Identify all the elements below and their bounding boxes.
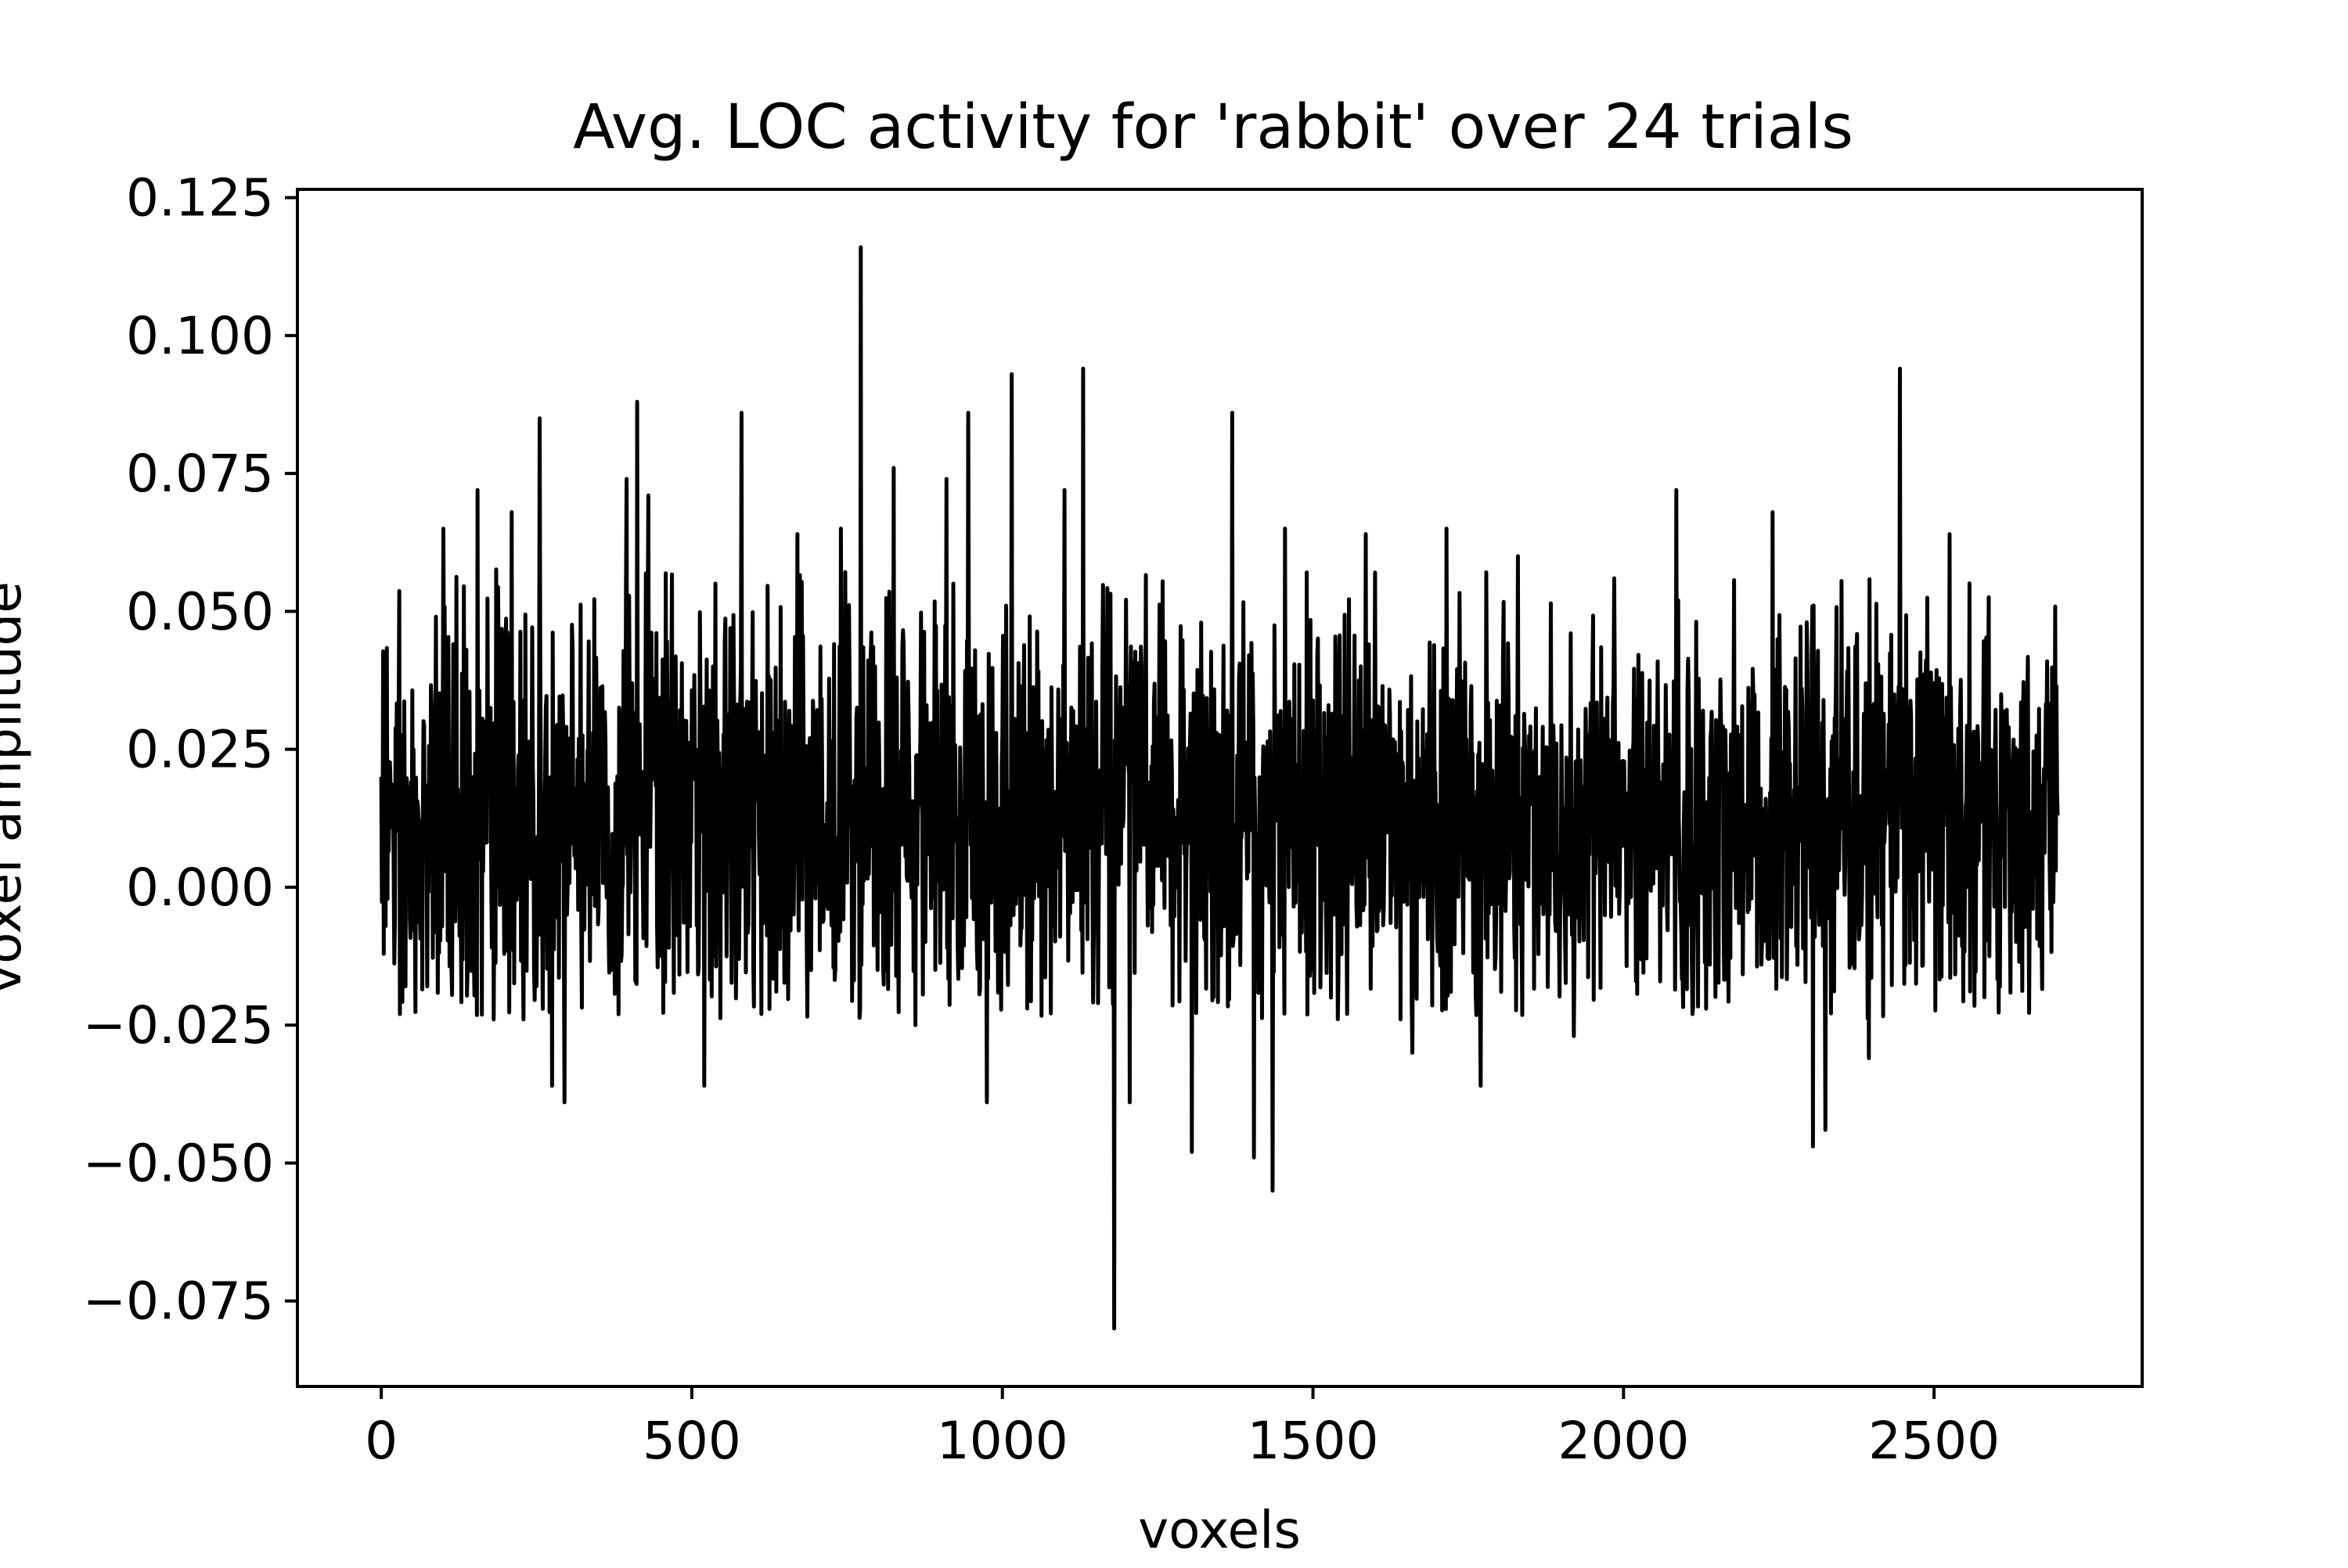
x-tick-label: 2500 [1868,1411,2000,1471]
y-tick-label: 0.100 [126,306,274,366]
plot-frame [296,188,2144,1388]
x-axis-label: voxels [1138,1500,1301,1560]
series-line [379,245,2060,1331]
y-tick-label: −0.025 [83,995,274,1056]
x-tick-label: 1500 [1248,1411,1379,1471]
y-tick-label: 0.125 [126,168,274,228]
x-tick-label: 500 [643,1411,741,1471]
y-tick-label: −0.050 [83,1133,274,1193]
y-tick-label: 0.000 [126,858,274,918]
x-tick-label: 2000 [1558,1411,1689,1471]
y-tick-label: 0.075 [126,444,274,504]
y-tick-label: 0.050 [126,581,274,642]
x-axis: 0 500 1000 1500 2000 2500 [365,1386,2000,1471]
y-axis: −0.075 −0.050 −0.025 0.000 0.025 0.050 0.075 0.… [83,168,297,1332]
x-tick-label: 1000 [937,1411,1068,1471]
y-axis-label: voxel amplitude [0,581,33,994]
chart-title: Avg. LOC activity for 'rabbit' over 24 t… [573,92,1853,163]
y-tick-label: 0.025 [126,720,274,780]
data-layer [379,245,2060,1331]
y-tick-label: −0.075 [83,1271,274,1332]
x-tick-label: 0 [365,1411,398,1471]
